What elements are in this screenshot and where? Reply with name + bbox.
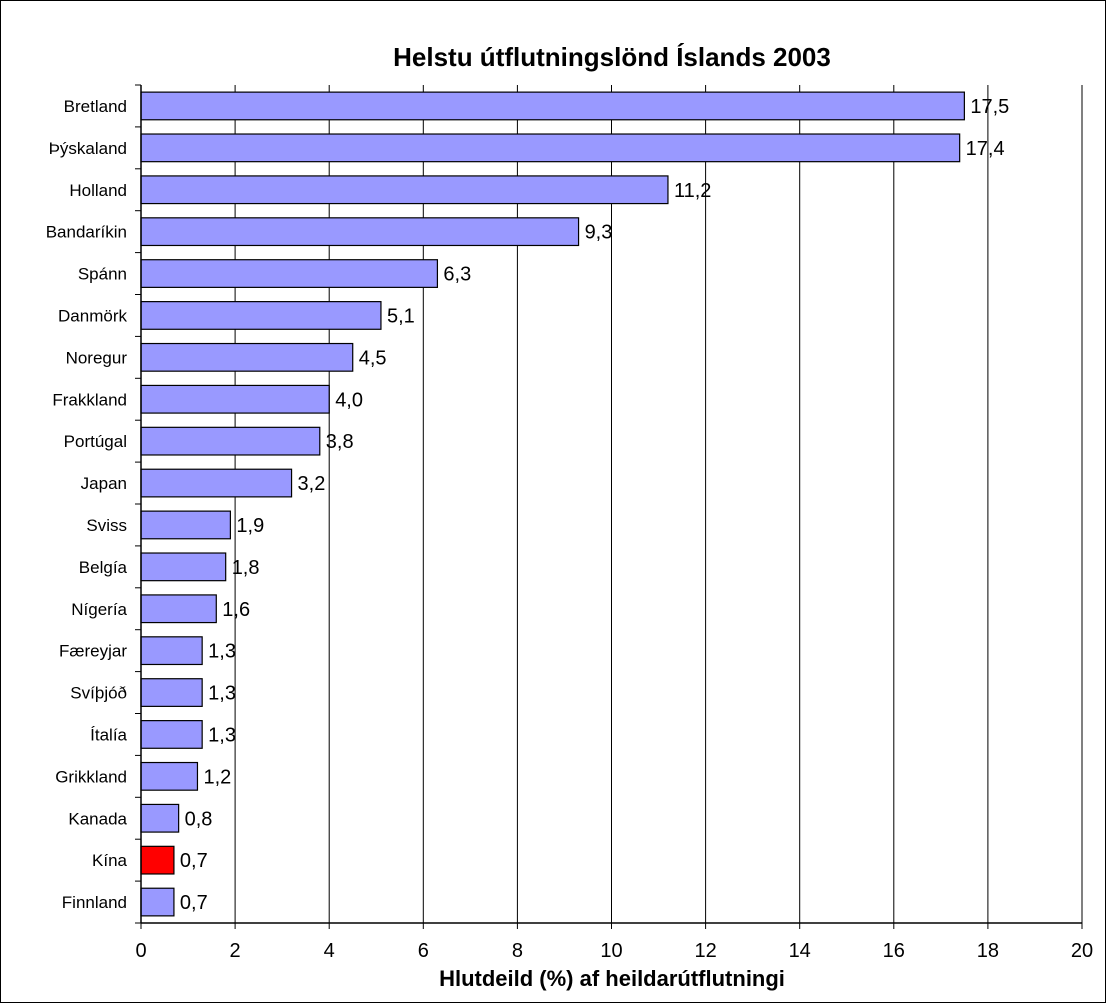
bar — [140, 552, 227, 582]
category-label: Noregur — [66, 348, 128, 367]
category-label: Holland — [69, 181, 127, 200]
category-label: Kanada — [68, 809, 127, 828]
data-label: 6,3 — [443, 264, 471, 286]
category-label: Svíþjóð — [70, 684, 127, 703]
axes — [135, 84, 1083, 929]
data-label: 0,8 — [185, 808, 213, 830]
bar — [140, 175, 669, 205]
data-label: 9,3 — [585, 222, 613, 244]
category-label: Finnland — [62, 893, 127, 912]
category-label: Kína — [92, 851, 128, 870]
x-tick-label: 16 — [883, 940, 905, 962]
x-tick-label: 12 — [694, 940, 716, 962]
category-label: Ítalía — [90, 725, 127, 744]
category-label: Frakkland — [52, 390, 127, 409]
category-label: Japan — [81, 474, 127, 493]
bar — [140, 594, 217, 624]
x-tick-label: 20 — [1071, 940, 1093, 962]
x-tick-label: 6 — [418, 940, 429, 962]
category-label: Danmörk — [58, 306, 127, 325]
category-labels: Bretland Þýskaland Holland Bandaríkin Spánn D… — [46, 97, 128, 912]
bar — [140, 259, 439, 288]
bar — [140, 887, 175, 917]
bar — [140, 468, 293, 498]
bar — [140, 301, 382, 330]
category-label: Nígería — [71, 600, 127, 619]
bar — [140, 720, 203, 749]
bar — [140, 426, 321, 456]
data-label: 1,3 — [208, 683, 236, 705]
data-label: 11,2 — [674, 180, 711, 202]
category-label: Portúgal — [64, 432, 127, 451]
bar — [140, 217, 580, 247]
data-label: 4,0 — [335, 389, 363, 411]
bar — [140, 91, 965, 121]
x-tick-label: 0 — [135, 940, 146, 962]
bar — [140, 678, 203, 707]
data-label: 4,5 — [359, 347, 387, 369]
x-tick-label: 18 — [977, 940, 999, 962]
bar — [140, 342, 354, 372]
tick-labels: 0 2 4 6 8 10 12 14 16 18 20 — [135, 940, 1093, 962]
bar — [140, 761, 199, 791]
category-label: Spánn — [78, 265, 127, 284]
data-label: 1,3 — [208, 724, 236, 746]
x-tick-label: 10 — [600, 940, 622, 962]
x-tick-label: 2 — [230, 940, 241, 962]
bar — [140, 510, 231, 540]
bar — [140, 803, 180, 833]
data-label: 5,1 — [387, 305, 415, 327]
data-label: 1,9 — [236, 515, 264, 537]
data-label: 3,2 — [298, 473, 326, 495]
data-label: 0,7 — [180, 892, 208, 914]
chart-title: Helstu útflutningslönd Íslands 2003 — [393, 42, 831, 72]
x-tick-label: 4 — [324, 940, 335, 962]
category-label: Bandaríkin — [46, 223, 127, 242]
bars — [140, 91, 965, 917]
bar — [140, 133, 961, 163]
grid-lines — [234, 85, 1083, 923]
category-label: Færeyjar — [59, 642, 127, 661]
data-label: 3,8 — [326, 431, 354, 453]
data-label: 1,8 — [232, 557, 260, 579]
data-labels: 17,5 17,4 11,2 9,3 6,3 5,14,5 4,0 3,83,2 1,9 1,8 1… — [180, 96, 1009, 914]
data-label: 17,4 — [966, 138, 1005, 160]
x-tick-label: 8 — [512, 940, 523, 962]
data-label: 0,7 — [180, 850, 208, 872]
bar — [140, 636, 203, 666]
data-label: 1,3 — [208, 641, 236, 663]
category-label: Belgía — [79, 558, 128, 577]
data-label: 1,2 — [203, 766, 231, 788]
category-label: Þýskaland — [49, 139, 127, 158]
x-tick-label: 14 — [789, 940, 811, 962]
category-label: Bretland — [64, 97, 127, 116]
bar — [140, 845, 175, 875]
bar — [140, 384, 330, 414]
category-label: Sviss — [86, 516, 127, 535]
data-label: 17,5 — [970, 96, 1009, 118]
x-axis-label: Hlutdeild (%) af heildarútflutningi — [439, 966, 785, 991]
data-label: 1,6 — [222, 599, 250, 621]
category-label: Grikkland — [55, 767, 127, 786]
